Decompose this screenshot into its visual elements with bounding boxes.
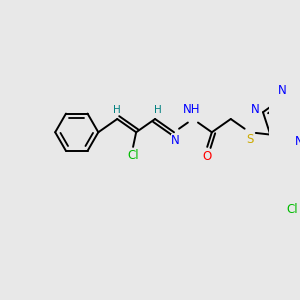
Text: Cl: Cl xyxy=(127,149,139,162)
Text: N: N xyxy=(251,103,260,116)
Text: NH: NH xyxy=(183,103,200,116)
Text: N: N xyxy=(278,84,286,97)
Text: H: H xyxy=(154,105,162,115)
Text: S: S xyxy=(246,134,253,146)
Text: O: O xyxy=(202,150,212,164)
Text: Cl: Cl xyxy=(286,203,298,216)
Text: H: H xyxy=(113,105,121,115)
Text: N: N xyxy=(294,135,300,148)
Text: N: N xyxy=(171,134,180,147)
